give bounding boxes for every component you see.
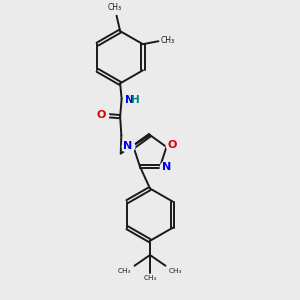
Text: CH₃: CH₃ [169,268,182,274]
Text: N: N [123,141,132,151]
Text: CH₃: CH₃ [161,36,175,45]
Text: CH₃: CH₃ [143,275,157,281]
Text: CH₃: CH₃ [108,3,122,12]
Text: CH₃: CH₃ [118,268,131,274]
Text: O: O [97,110,106,120]
Text: H: H [130,95,139,105]
Text: N: N [124,95,134,105]
Text: N: N [161,162,171,172]
Text: O: O [167,140,176,150]
